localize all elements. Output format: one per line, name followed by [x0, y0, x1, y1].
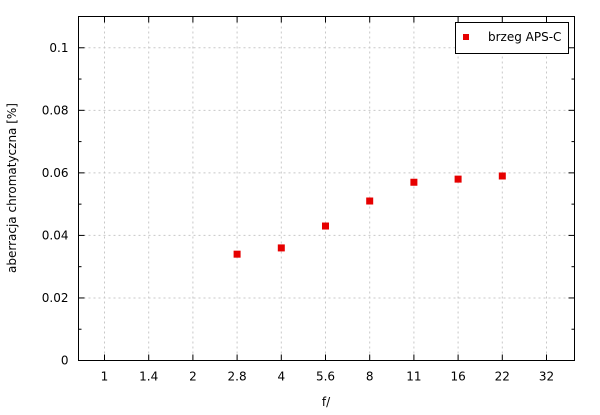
x-axis-label: f/ — [322, 395, 331, 409]
data-point — [277, 244, 285, 252]
y-tick-label: 0.08 — [42, 103, 69, 117]
data-point — [233, 250, 241, 258]
axis-ticks — [78, 16, 575, 361]
data-points — [233, 172, 506, 258]
y-axis-label: aberracja chromatyczna [%] — [5, 103, 19, 273]
data-point — [410, 178, 418, 186]
x-tick-label: 5.6 — [316, 370, 335, 384]
x-tick-label: 1.4 — [139, 370, 158, 384]
y-tick-label: 0.06 — [42, 166, 69, 180]
y-tick-label: 0.02 — [42, 291, 69, 305]
legend-marker — [463, 34, 469, 40]
legend-box — [455, 22, 569, 54]
y-tick-label: 0 — [61, 354, 69, 368]
data-point — [366, 197, 374, 205]
data-point — [322, 222, 329, 230]
x-tick-label: 11 — [406, 370, 421, 384]
grid — [78, 16, 575, 361]
plot-frame — [78, 16, 575, 361]
legend: brzeg APS-C — [455, 22, 569, 54]
data-point — [498, 172, 506, 180]
x-tick-label: 16 — [450, 370, 465, 384]
x-tick-label: 1 — [101, 370, 109, 384]
y-tick-label: 0.04 — [42, 228, 69, 242]
data-point — [454, 175, 462, 183]
y-tick-labels: 0 0.02 0.04 0.06 0.08 0.1 — [42, 41, 69, 368]
x-tick-labels: 1 1.4 2 2.8 4 5.6 8 11 16 22 32 — [101, 370, 554, 384]
x-tick-label: 4 — [277, 370, 285, 384]
x-tick-label: 2.8 — [228, 370, 247, 384]
legend-label: brzeg APS-C — [488, 30, 561, 44]
x-tick-label: 8 — [366, 370, 374, 384]
x-tick-label: 32 — [539, 370, 554, 384]
x-tick-label: 22 — [495, 370, 510, 384]
y-tick-label: 0.1 — [49, 41, 68, 55]
x-tick-label: 2 — [189, 370, 197, 384]
